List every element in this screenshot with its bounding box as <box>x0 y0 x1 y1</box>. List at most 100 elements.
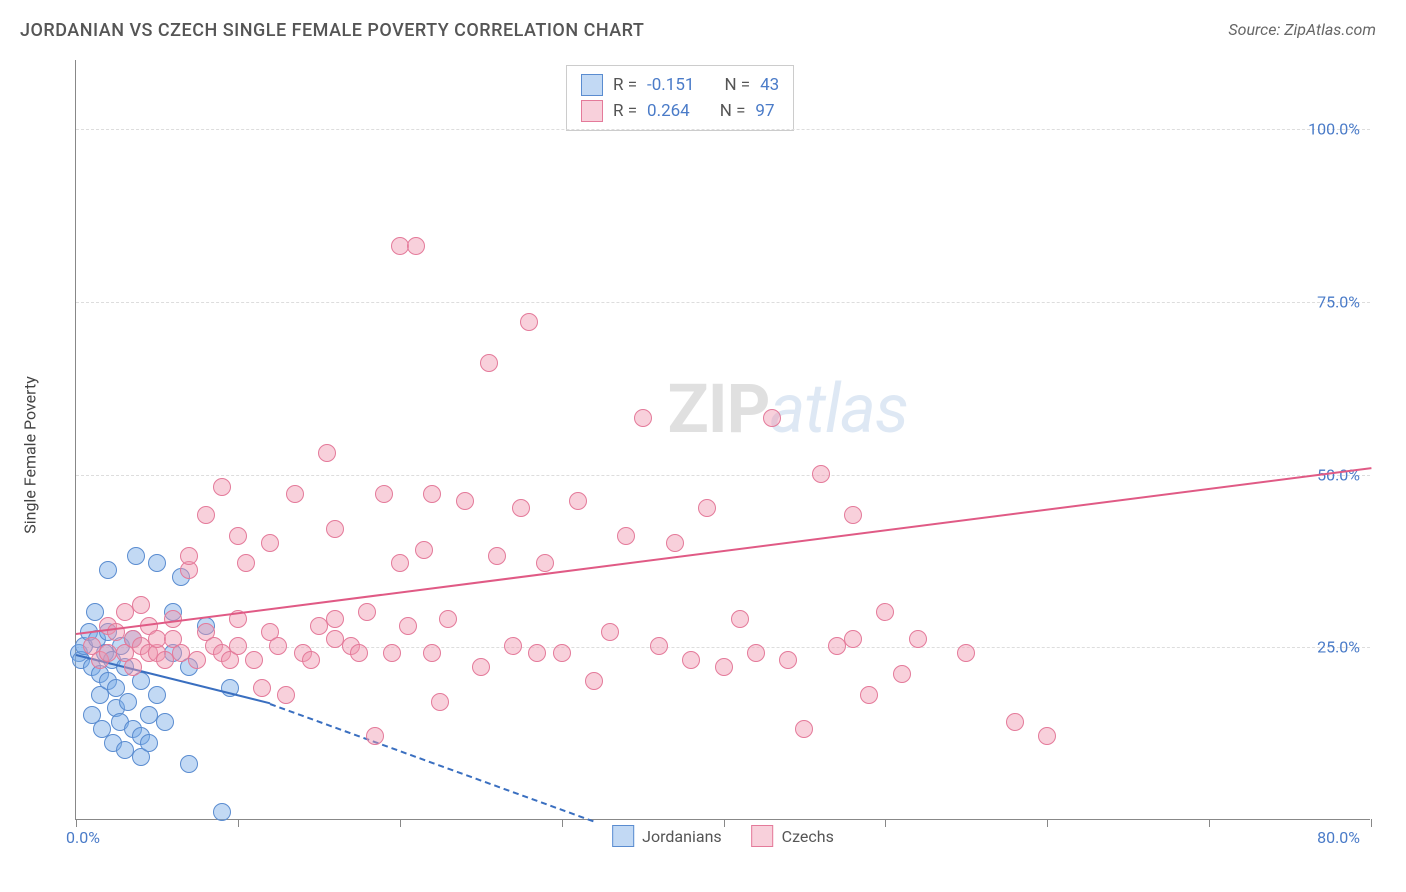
data-point <box>127 547 145 565</box>
data-point <box>1006 713 1024 731</box>
gridline <box>76 475 1370 476</box>
data-point <box>318 444 336 462</box>
data-point <box>302 651 320 669</box>
data-point <box>715 658 733 676</box>
data-point <box>237 554 255 572</box>
data-point <box>472 658 490 676</box>
data-point <box>812 465 830 483</box>
data-point <box>277 686 295 704</box>
data-point <box>229 637 247 655</box>
data-point <box>893 665 911 683</box>
data-point <box>350 644 368 662</box>
y-tick-label: 25.0% <box>1317 638 1360 657</box>
data-point <box>763 409 781 427</box>
data-point <box>456 492 474 510</box>
gridline <box>76 129 1370 130</box>
data-point <box>569 492 587 510</box>
data-point <box>148 686 166 704</box>
data-point <box>909 630 927 648</box>
x-tick <box>885 819 886 827</box>
data-point <box>860 686 878 704</box>
data-point <box>634 409 652 427</box>
series-swatch <box>581 74 603 96</box>
data-point <box>423 485 441 503</box>
data-point <box>180 547 198 565</box>
stat-r-label: R = <box>613 75 637 95</box>
data-point <box>119 693 137 711</box>
data-point <box>957 644 975 662</box>
data-point <box>253 679 271 697</box>
data-point <box>407 237 425 255</box>
data-point <box>399 617 417 635</box>
stat-n-label: N = <box>724 75 750 95</box>
data-point <box>140 734 158 752</box>
data-point <box>876 603 894 621</box>
chart-source: Source: ZipAtlas.com <box>1228 20 1376 39</box>
legend-swatch <box>752 825 774 847</box>
chart-title: JORDANIAN VS CZECH SINGLE FEMALE POVERTY… <box>20 20 644 41</box>
data-point <box>747 644 765 662</box>
data-point <box>480 354 498 372</box>
data-point <box>488 547 506 565</box>
data-point <box>431 693 449 711</box>
plot-area: ZIPatlas R = -0.151N = 43R = 0.264N = 97… <box>75 60 1370 820</box>
data-point <box>536 554 554 572</box>
data-point <box>180 755 198 773</box>
data-point <box>229 527 247 545</box>
gridline <box>76 302 1370 303</box>
data-point <box>731 610 749 628</box>
data-point <box>213 803 231 821</box>
data-point <box>188 651 206 669</box>
x-tick <box>76 819 77 827</box>
data-point <box>383 644 401 662</box>
data-point <box>415 541 433 559</box>
x-axis-min-label: 0.0% <box>66 828 100 847</box>
data-point <box>286 485 304 503</box>
y-tick-label: 100.0% <box>1308 120 1360 139</box>
legend-item: Czechs <box>752 825 834 847</box>
data-point <box>391 554 409 572</box>
data-point <box>1038 727 1056 745</box>
series-swatch <box>581 100 603 122</box>
x-tick <box>1371 819 1372 827</box>
legend-label: Jordanians <box>642 827 721 846</box>
data-point <box>326 520 344 538</box>
stat-n-value: 97 <box>755 101 774 121</box>
data-point <box>682 651 700 669</box>
data-point <box>132 596 150 614</box>
data-point <box>844 630 862 648</box>
data-point <box>795 720 813 738</box>
legend-label: Czechs <box>782 827 834 846</box>
data-point <box>423 644 441 662</box>
y-axis-title: Single Female Poverty <box>21 376 40 534</box>
legend-item: Jordanians <box>612 825 721 847</box>
x-tick <box>1047 819 1048 827</box>
x-tick <box>562 819 563 827</box>
x-tick <box>400 819 401 827</box>
data-point <box>375 485 393 503</box>
data-point <box>698 499 716 517</box>
chart-container: Single Female Poverty ZIPatlas R = -0.15… <box>50 60 1370 850</box>
data-point <box>326 610 344 628</box>
stat-r-value: 0.264 <box>647 101 690 121</box>
x-tick <box>724 819 725 827</box>
correlation-stats-box: R = -0.151N = 43R = 0.264N = 97 <box>566 65 794 131</box>
trend-line-extrapolated <box>270 703 594 822</box>
stat-r-label: R = <box>613 101 637 121</box>
x-axis-max-label: 80.0% <box>1317 828 1360 847</box>
data-point <box>366 727 384 745</box>
watermark: ZIPatlas <box>667 369 907 449</box>
data-point <box>439 610 457 628</box>
stat-r-value: -0.151 <box>647 75 694 95</box>
data-point <box>213 478 231 496</box>
data-point <box>601 623 619 641</box>
data-point <box>666 534 684 552</box>
data-point <box>197 506 215 524</box>
stat-n-value: 43 <box>760 75 779 95</box>
data-point <box>156 713 174 731</box>
data-point <box>245 651 263 669</box>
data-point <box>358 603 376 621</box>
data-point <box>528 644 546 662</box>
data-point <box>124 658 142 676</box>
legend: Jordanians Czechs <box>612 825 834 847</box>
